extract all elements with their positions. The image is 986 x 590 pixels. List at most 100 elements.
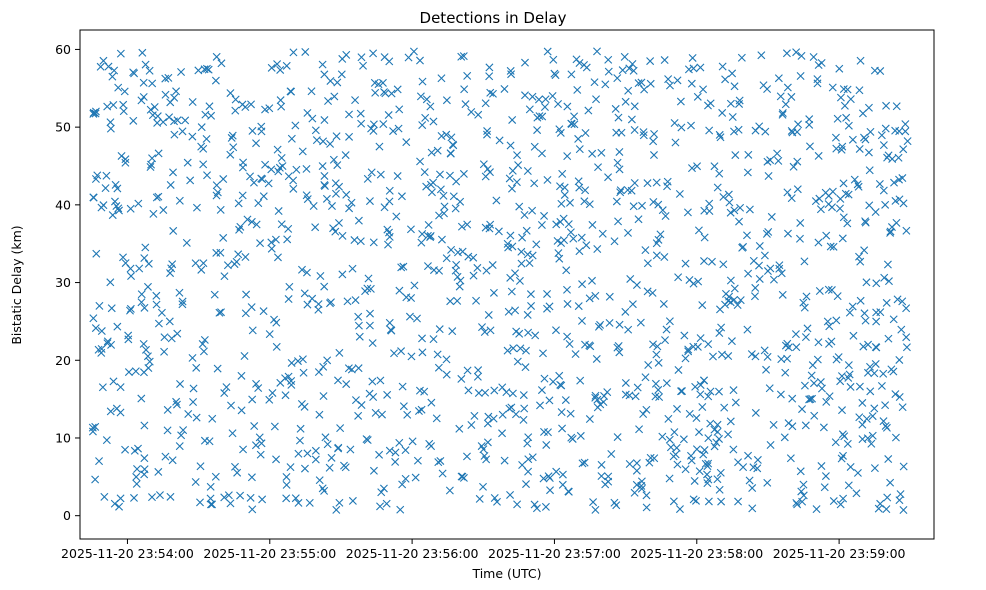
data-point	[715, 485, 724, 494]
data-point	[634, 79, 643, 88]
data-point	[548, 91, 557, 100]
data-point	[781, 368, 790, 377]
data-point	[228, 131, 237, 140]
data-point	[383, 390, 392, 399]
data-point	[89, 109, 98, 118]
data-point	[866, 127, 875, 136]
data-point	[646, 57, 655, 66]
data-point	[282, 472, 291, 481]
data-point	[660, 56, 669, 65]
data-point	[175, 196, 184, 205]
data-point	[902, 226, 911, 235]
data-point	[775, 264, 784, 273]
data-point	[114, 83, 123, 92]
data-point	[533, 126, 542, 135]
data-point	[141, 243, 150, 252]
data-point	[744, 451, 753, 460]
data-point	[314, 368, 323, 377]
data-point	[106, 118, 115, 127]
data-point	[384, 240, 393, 249]
data-point	[96, 62, 105, 71]
data-point	[507, 403, 516, 412]
data-point	[371, 88, 380, 97]
data-point	[211, 76, 220, 85]
data-point	[599, 398, 608, 407]
data-point	[523, 439, 532, 448]
data-point	[835, 64, 844, 73]
data-point	[832, 144, 841, 153]
data-point	[889, 315, 898, 324]
data-point	[817, 462, 826, 471]
data-point	[108, 211, 117, 220]
data-point	[303, 300, 312, 309]
data-point	[796, 71, 805, 80]
data-point	[814, 338, 823, 347]
data-point	[632, 466, 641, 475]
data-point	[390, 349, 399, 358]
data-point	[437, 235, 446, 244]
data-point	[513, 500, 522, 509]
data-point	[382, 499, 391, 508]
data-point	[796, 218, 805, 227]
data-point	[641, 246, 650, 255]
data-point	[300, 464, 309, 473]
data-point	[102, 436, 111, 445]
data-point	[197, 265, 206, 274]
data-point	[592, 354, 601, 363]
data-point	[704, 459, 713, 468]
data-point	[881, 401, 890, 410]
data-point	[189, 397, 198, 406]
data-point	[108, 72, 117, 81]
data-point	[751, 126, 760, 135]
data-point	[836, 377, 845, 386]
data-point	[715, 130, 724, 139]
data-point	[802, 292, 811, 301]
data-point	[545, 396, 554, 405]
data-point	[899, 145, 908, 154]
data-point	[198, 339, 207, 348]
data-point	[783, 188, 792, 197]
data-point	[650, 130, 659, 138]
data-point	[628, 60, 637, 68]
data-point	[323, 356, 332, 365]
data-point	[621, 307, 630, 316]
data-point	[585, 415, 594, 424]
data-point	[635, 425, 644, 434]
data-point	[365, 197, 374, 206]
data-point	[675, 189, 684, 198]
data-point	[862, 414, 871, 423]
data-point	[319, 362, 328, 371]
data-point	[540, 211, 549, 220]
data-point	[351, 296, 360, 305]
data-point	[715, 434, 724, 443]
data-point	[119, 100, 128, 109]
data-point	[107, 304, 116, 313]
data-point	[859, 342, 868, 351]
data-point	[749, 463, 758, 472]
data-point	[311, 223, 320, 232]
data-point	[436, 185, 445, 194]
data-point	[574, 177, 583, 186]
data-point	[843, 439, 852, 448]
data-point	[577, 233, 586, 242]
data-point	[834, 353, 843, 362]
data-point	[816, 205, 825, 214]
data-point	[106, 407, 115, 416]
data-point	[798, 405, 807, 414]
data-point	[805, 120, 814, 129]
data-point	[870, 369, 879, 378]
data-point	[879, 141, 888, 150]
data-point	[886, 478, 895, 487]
data-point	[552, 220, 561, 229]
data-point	[308, 294, 317, 303]
data-point	[649, 340, 658, 349]
data-point	[715, 169, 724, 178]
data-point	[91, 324, 100, 333]
data-point	[604, 173, 613, 182]
y-tick-label: 60	[55, 42, 71, 57]
data-point	[461, 100, 470, 109]
data-point	[883, 493, 892, 502]
data-point	[655, 393, 664, 402]
data-point	[687, 79, 696, 88]
data-point	[131, 367, 140, 376]
